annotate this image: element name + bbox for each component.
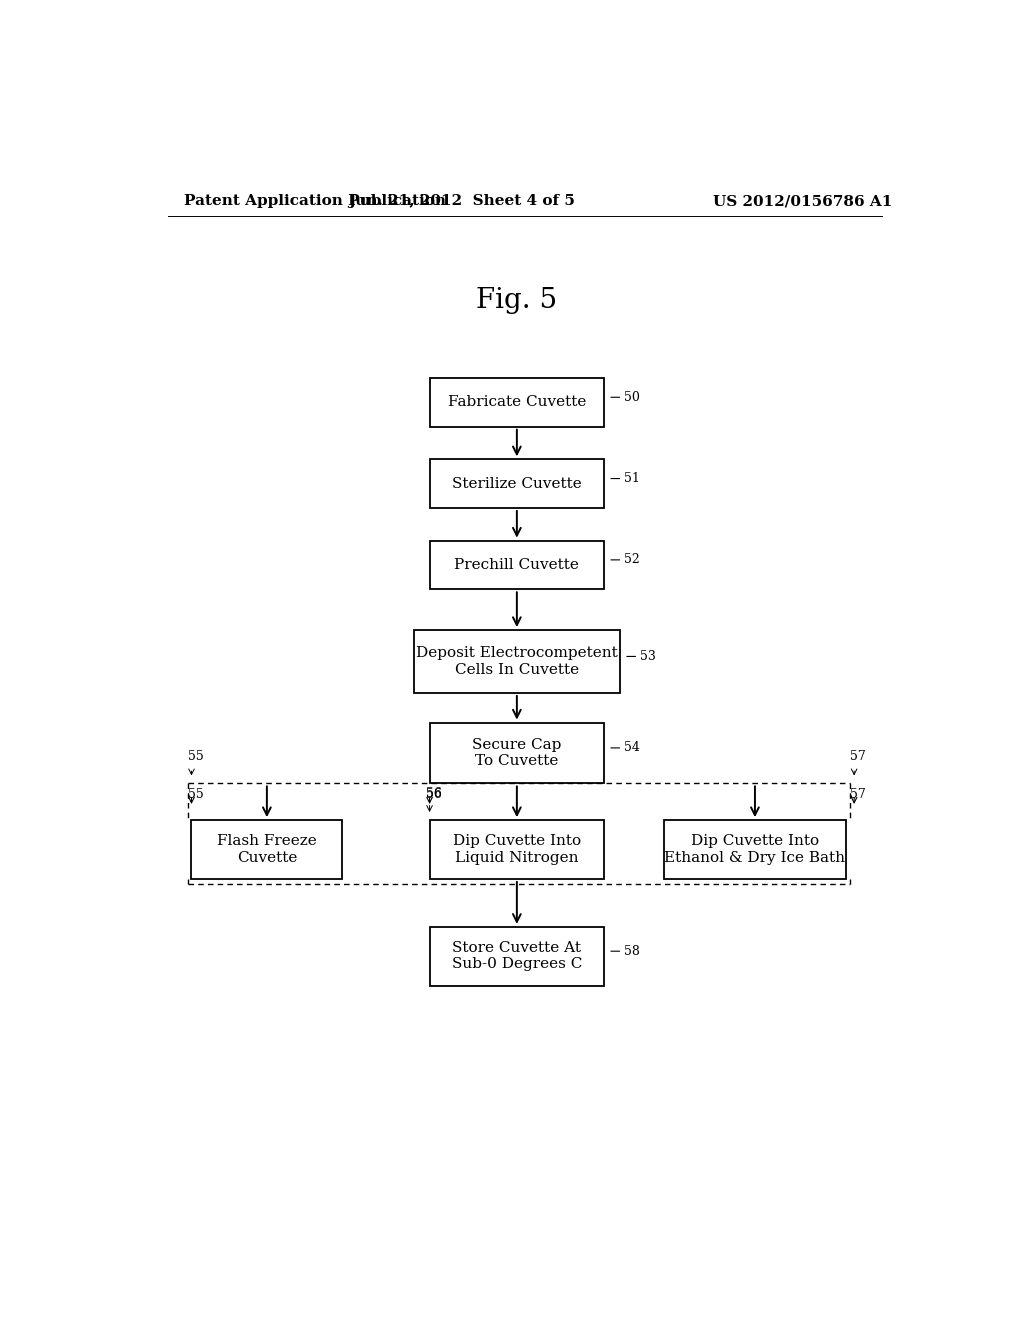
Text: Dip Cuvette Into
Ethanol & Dry Ice Bath: Dip Cuvette Into Ethanol & Dry Ice Bath — [665, 834, 846, 865]
Text: Patent Application Publication: Patent Application Publication — [183, 194, 445, 209]
Text: 56: 56 — [426, 787, 441, 800]
Bar — [430, 378, 604, 426]
Text: 55: 55 — [187, 788, 204, 801]
Text: Fig. 5: Fig. 5 — [476, 288, 557, 314]
Text: 58: 58 — [624, 945, 640, 958]
Text: 52: 52 — [624, 553, 640, 566]
Bar — [414, 630, 620, 693]
Text: Prechill Cuvette: Prechill Cuvette — [455, 558, 580, 572]
Text: 51: 51 — [624, 473, 640, 484]
Text: Secure Cap
To Cuvette: Secure Cap To Cuvette — [472, 738, 561, 768]
Text: Dip Cuvette Into
Liquid Nitrogen: Dip Cuvette Into Liquid Nitrogen — [453, 834, 581, 865]
Bar — [664, 820, 846, 879]
Text: Sterilize Cuvette: Sterilize Cuvette — [452, 477, 582, 491]
Bar — [430, 820, 604, 879]
Text: 55: 55 — [187, 750, 204, 763]
Text: Fabricate Cuvette: Fabricate Cuvette — [447, 395, 586, 409]
Text: US 2012/0156786 A1: US 2012/0156786 A1 — [713, 194, 892, 209]
Text: Store Cuvette At
Sub-0 Degrees C: Store Cuvette At Sub-0 Degrees C — [452, 941, 582, 972]
Bar — [191, 820, 342, 879]
Bar — [430, 927, 604, 986]
Text: 57: 57 — [850, 750, 866, 763]
Text: Deposit Electrocompetent
Cells In Cuvette: Deposit Electrocompetent Cells In Cuvett… — [416, 647, 617, 677]
Text: 50: 50 — [624, 391, 640, 404]
Text: 57: 57 — [850, 788, 866, 801]
Text: 53: 53 — [640, 649, 655, 663]
Text: Flash Freeze
Cuvette: Flash Freeze Cuvette — [217, 834, 316, 865]
Bar — [430, 722, 604, 784]
Text: 56: 56 — [426, 788, 441, 801]
Text: 54: 54 — [624, 742, 640, 755]
Text: Jun. 21, 2012  Sheet 4 of 5: Jun. 21, 2012 Sheet 4 of 5 — [348, 194, 574, 209]
Bar — [430, 459, 604, 508]
Bar — [430, 541, 604, 589]
